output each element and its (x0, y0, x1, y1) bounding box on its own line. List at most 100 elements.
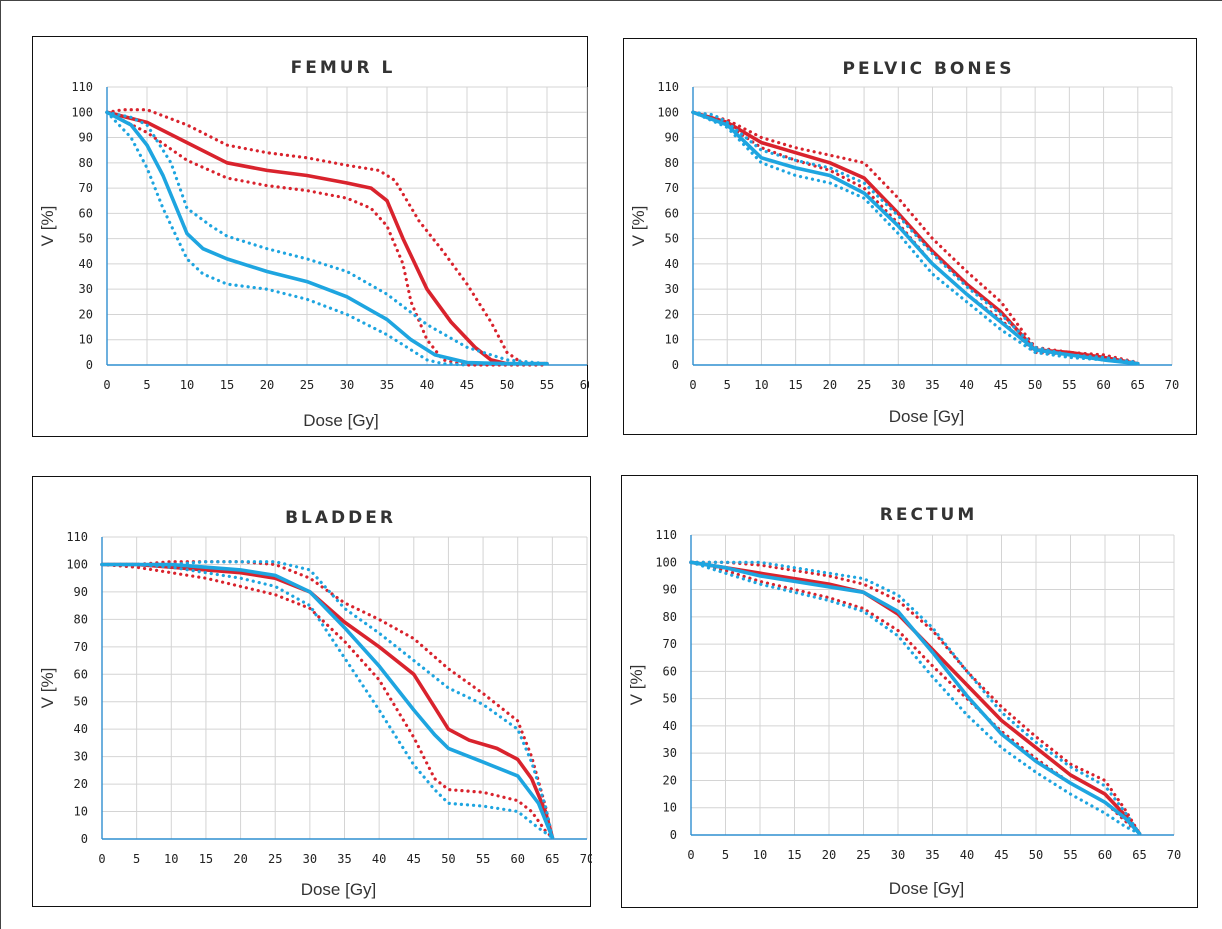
x-tick-label: 5 (722, 848, 729, 862)
x-tick-label: 70 (1165, 378, 1179, 392)
series-line-dotted (100, 562, 554, 840)
y-tick-label: 100 (66, 557, 88, 571)
y-tick-label: 90 (665, 131, 679, 145)
x-tick-label: 20 (233, 852, 247, 866)
series-line-dotted (691, 110, 1140, 365)
y-tick-label: 110 (657, 80, 679, 94)
series-line-solid (689, 560, 1142, 836)
x-tick-label: 35 (925, 378, 939, 392)
x-tick-label: 10 (180, 378, 194, 392)
y-axis-label: V [%] (38, 668, 57, 709)
series-line-dotted (689, 560, 1142, 836)
y-tick-label: 80 (663, 610, 677, 624)
y-tick-label: 20 (663, 773, 677, 787)
x-tick-label: 65 (545, 852, 559, 866)
y-tick-label: 100 (655, 555, 677, 569)
x-tick-label: 15 (787, 848, 801, 862)
series-line-dotted (100, 560, 554, 840)
series-line-solid (105, 110, 549, 366)
series-line-dotted (689, 560, 1142, 836)
y-tick-label: 30 (665, 282, 679, 296)
x-tick-label: 20 (260, 378, 274, 392)
series-line-solid (100, 562, 555, 840)
y-tick-label: 70 (79, 181, 93, 195)
x-tick-label: 15 (220, 378, 234, 392)
y-axis-label: V [%] (627, 665, 646, 706)
series-line-dotted (691, 110, 1140, 366)
y-tick-label: 70 (74, 640, 88, 654)
y-tick-label: 60 (665, 206, 679, 220)
x-tick-label: 10 (164, 852, 178, 866)
x-tick-label: 40 (960, 848, 974, 862)
series-line-solid (691, 110, 1140, 366)
x-tick-label: 15 (199, 852, 213, 866)
chart-title: FEMUR L (291, 58, 396, 78)
y-axis-label: V [%] (629, 206, 648, 247)
y-tick-label: 100 (71, 105, 93, 119)
y-tick-label: 20 (665, 307, 679, 321)
series-line-dotted (691, 110, 1140, 365)
x-tick-label: 0 (689, 378, 696, 392)
x-axis-label: Dose [Gy] (889, 407, 965, 426)
y-tick-label: 0 (81, 832, 88, 846)
y-tick-label: 90 (663, 583, 677, 597)
x-axis-label: Dose [Gy] (301, 880, 377, 899)
series-line-dotted (105, 110, 549, 366)
x-tick-label: 20 (822, 848, 836, 862)
x-tick-label: 25 (857, 378, 871, 392)
y-tick-label: 80 (665, 156, 679, 170)
series-line-dotted (105, 108, 549, 366)
y-tick-label: 50 (74, 695, 88, 709)
y-tick-label: 0 (670, 828, 677, 842)
x-tick-label: 5 (143, 378, 150, 392)
series-line-dotted (100, 562, 554, 840)
y-tick-label: 10 (79, 333, 93, 347)
x-tick-label: 35 (380, 378, 394, 392)
x-tick-label: 55 (1063, 848, 1077, 862)
y-tick-label: 40 (663, 719, 677, 733)
y-tick-label: 80 (74, 612, 88, 626)
y-tick-label: 110 (655, 528, 677, 542)
x-tick-label: 30 (340, 378, 354, 392)
x-tick-label: 35 (925, 848, 939, 862)
y-tick-label: 40 (665, 257, 679, 271)
y-tick-label: 0 (86, 358, 93, 372)
y-tick-label: 30 (74, 750, 88, 764)
y-tick-label: 40 (79, 257, 93, 271)
y-tick-label: 80 (79, 156, 93, 170)
x-tick-label: 50 (1029, 848, 1043, 862)
x-tick-label: 45 (994, 848, 1008, 862)
x-tick-label: 45 (460, 378, 474, 392)
y-tick-label: 50 (663, 692, 677, 706)
x-tick-label: 15 (788, 378, 802, 392)
chart-svg-rectum: 0 10 20 30 40 50 60 70 80 90 100 110 0 5 10 15 20 25 30 35 4… (627, 505, 1181, 898)
y-tick-label: 30 (79, 282, 93, 296)
x-tick-label: 25 (300, 378, 314, 392)
x-tick-label: 60 (510, 852, 524, 866)
y-tick-label: 40 (74, 722, 88, 736)
chart-panel-pelvic-bones: 0 10 20 30 40 50 60 70 80 90 100 110 0 5 10 15 20 25 30 35 4… (623, 38, 1197, 435)
x-tick-label: 70 (1167, 848, 1181, 862)
y-tick-label: 0 (672, 358, 679, 372)
x-tick-label: 45 (994, 378, 1008, 392)
chart-title: PELVIC BONES (843, 59, 1015, 79)
y-tick-label: 20 (74, 777, 88, 791)
y-tick-label: 90 (79, 131, 93, 145)
y-tick-label: 100 (657, 105, 679, 119)
x-tick-label: 55 (476, 852, 490, 866)
x-tick-label: 30 (303, 852, 317, 866)
chart-panel-femur-l: 0 10 20 30 40 50 60 70 80 90 100 110 0 5 10 15 20 25 30 35 4… (32, 36, 589, 437)
x-tick-label: 60 (1098, 848, 1112, 862)
y-tick-label: 10 (74, 805, 88, 819)
y-tick-label: 10 (665, 333, 679, 347)
y-tick-label: 50 (665, 232, 679, 246)
x-tick-label: 10 (754, 378, 768, 392)
x-tick-label: 65 (1132, 848, 1146, 862)
chart-panel-rectum: 0 10 20 30 40 50 60 70 80 90 100 110 0 5 10 15 20 25 30 35 4… (621, 475, 1198, 908)
x-tick-label: 30 (891, 378, 905, 392)
x-tick-label: 70 (580, 852, 592, 866)
x-tick-label: 30 (891, 848, 905, 862)
chart-title: RECTUM (880, 505, 978, 525)
y-tick-label: 60 (74, 667, 88, 681)
y-tick-label: 10 (663, 801, 677, 815)
